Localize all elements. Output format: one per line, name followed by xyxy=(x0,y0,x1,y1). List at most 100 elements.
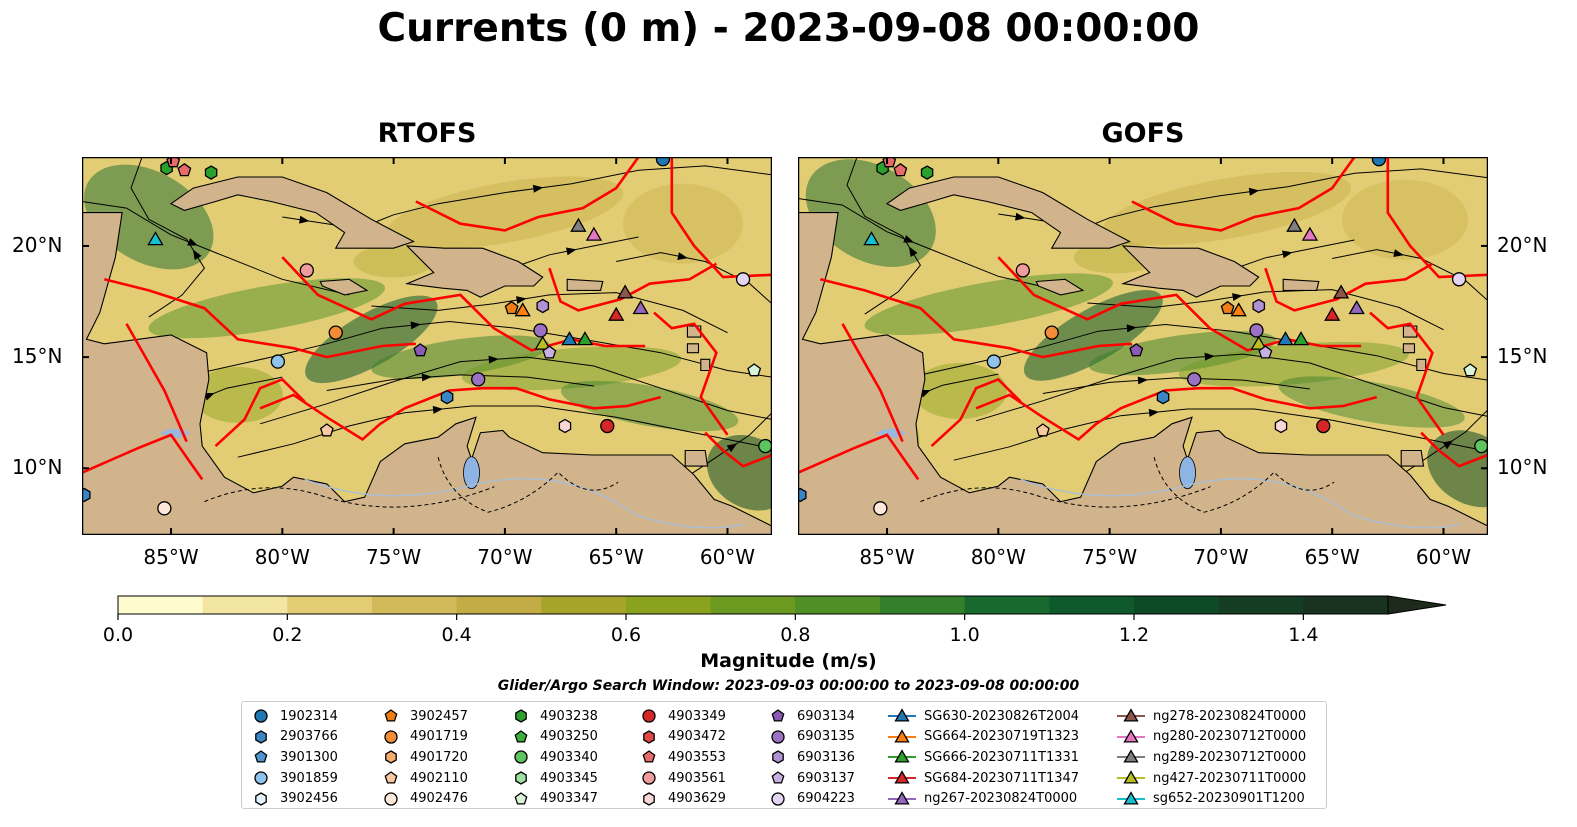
legend-marker-icon xyxy=(514,791,528,805)
float-marker xyxy=(632,300,649,315)
colorbar-segment xyxy=(1134,596,1220,614)
country-border xyxy=(920,486,1211,508)
legend-label: 4903340 xyxy=(540,749,598,765)
streamline xyxy=(1042,377,1310,394)
legend-marker-icon xyxy=(514,750,528,765)
legend-entry: 4903250 xyxy=(510,727,598,748)
float-marker xyxy=(655,157,671,167)
eez-boundary xyxy=(841,323,904,443)
streamline-arrow xyxy=(1248,187,1260,196)
land-mass xyxy=(1035,278,1085,296)
legend-marker-shape xyxy=(894,708,910,722)
legend-marker-shape xyxy=(894,729,910,743)
legend-marker-shape xyxy=(772,750,784,765)
legend-label: 6903137 xyxy=(797,770,855,786)
float-marker xyxy=(986,354,1002,369)
float-marker xyxy=(585,226,603,241)
legend-label: 4903472 xyxy=(668,729,726,745)
colorbar-tick-label: 1.4 xyxy=(1288,624,1319,646)
legend-entry: 4903561 xyxy=(638,768,726,789)
land-mass xyxy=(566,278,604,291)
float-marker xyxy=(735,272,751,287)
float-marker xyxy=(1324,306,1341,321)
lon-tick-label: 75°W xyxy=(365,545,422,569)
current-magnitude-patch xyxy=(1102,171,1352,246)
legend-entry: ng280-20230712T0000 xyxy=(1117,727,1306,748)
colorbar xyxy=(117,595,1447,620)
map-panel-rtofs xyxy=(82,157,772,535)
float-marker xyxy=(1301,226,1319,241)
river xyxy=(304,478,745,529)
colorbar-segment xyxy=(202,596,288,614)
streamline-arrow xyxy=(532,184,544,193)
legend-entry: 6903136 xyxy=(767,747,855,768)
lon-tick-label: 75°W xyxy=(1081,545,1138,569)
colorbar-segment xyxy=(795,596,881,614)
legend-column: ng278-20230824T0000 ng280-20230712T0000 ng… xyxy=(1117,706,1306,809)
legend-marker-shape xyxy=(255,730,267,744)
float-marker xyxy=(1187,372,1202,387)
legend-entry: ng278-20230824T0000 xyxy=(1117,706,1306,727)
streamline-arrow xyxy=(1137,376,1148,385)
lon-tick-label: 65°W xyxy=(1304,545,1360,569)
current-magnitude-patch xyxy=(805,159,936,267)
legend-marker-shape xyxy=(642,771,656,785)
legend-marker-icon xyxy=(1117,770,1145,784)
float-marker xyxy=(1274,418,1288,434)
colorbar-segment xyxy=(626,596,712,614)
lake-maracaibo xyxy=(1179,456,1196,490)
float-marker xyxy=(1220,300,1235,315)
eez-boundary xyxy=(103,278,416,359)
float-marker xyxy=(166,157,181,168)
lon-tick-label: 70°W xyxy=(1193,545,1249,569)
streamline-arrow xyxy=(1204,352,1215,361)
legend-column: 3902457 4901719 4901720 4902110 4902476 xyxy=(380,706,468,809)
legend-label: 4901719 xyxy=(410,729,468,745)
legend-entry: ng289-20230712T0000 xyxy=(1117,747,1306,768)
legend-entry: sg652-20230901T1200 xyxy=(1117,788,1306,809)
eez-boundary xyxy=(819,278,1132,359)
eez-boundary xyxy=(1369,311,1445,436)
colorbar-segment xyxy=(880,596,966,614)
legend-label: 3902457 xyxy=(410,708,468,724)
streamline-arrow xyxy=(1126,324,1137,333)
float-marker xyxy=(920,165,934,180)
legend-entry: 6904223 xyxy=(767,788,855,809)
lon-tick-label: 70°W xyxy=(477,545,533,569)
float-marker xyxy=(82,487,91,503)
current-magnitude-patch xyxy=(305,295,438,384)
legend-entry: ng267-20230824T0000 xyxy=(888,788,1079,809)
legend-marker-icon xyxy=(642,750,656,764)
current-magnitude-patch xyxy=(148,278,385,339)
legend-marker-icon xyxy=(888,729,916,743)
land-mass xyxy=(169,176,415,249)
legend-entry: 6903135 xyxy=(767,727,855,748)
legend-entry: 1902314 xyxy=(250,706,338,727)
colorbar-extend-arrow xyxy=(1387,595,1447,615)
float-marker xyxy=(536,298,550,314)
legend-marker-shape xyxy=(515,709,527,724)
current-magnitude-patch xyxy=(1427,430,1488,508)
float-marker xyxy=(471,372,486,387)
eez-boundary xyxy=(798,433,920,481)
legend-column: 1902314 2903766 3901300 3901859 3902456 xyxy=(250,706,338,809)
colorbar-segment xyxy=(456,596,542,614)
colorbar-tick-label: 0.6 xyxy=(610,624,642,646)
float-marker xyxy=(1230,302,1247,317)
legend-label: ng427-20230711T0000 xyxy=(1153,770,1307,786)
streamline-arrow xyxy=(1232,293,1243,302)
legend-marker-shape xyxy=(1123,749,1139,764)
legend-marker-shape xyxy=(643,791,655,806)
legend-marker-icon xyxy=(515,709,527,724)
legend-marker-shape xyxy=(771,709,785,722)
legend-label: 3902456 xyxy=(280,791,338,807)
legend-entry: 4903629 xyxy=(638,788,726,809)
land-mass xyxy=(319,278,369,296)
legend-marker-shape xyxy=(384,709,398,722)
legend-entry: SG684-20230711T1347 xyxy=(888,768,1079,789)
streamline xyxy=(237,405,761,458)
float-marker xyxy=(1371,157,1387,167)
legend-entry: 4903472 xyxy=(638,727,726,748)
legend-entry: 4903349 xyxy=(638,706,726,727)
land-mass xyxy=(684,449,709,467)
